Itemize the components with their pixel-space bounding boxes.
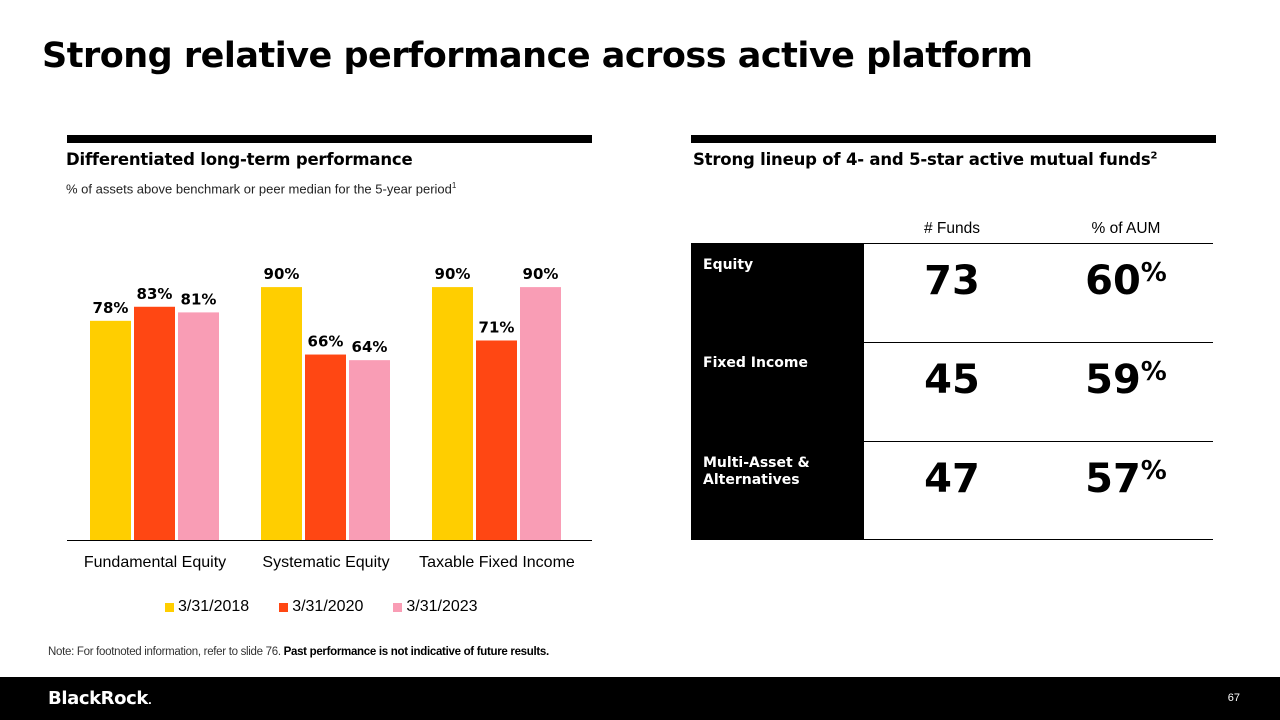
page-number: 67 — [1227, 692, 1240, 704]
bar-systematic-equity-3-31-2023 — [349, 360, 390, 540]
aum-unit-fixed-income: % — [1140, 357, 1167, 387]
left-panel-heading: Differentiated long-term performance — [66, 150, 413, 169]
aum-value-multi-asset: 57 — [1085, 456, 1141, 502]
bar-label-systematic-equity-3-31-2018: 90% — [264, 265, 300, 283]
footnote-text: Note: For footnoted information, refer t… — [48, 646, 284, 658]
right-panel-rule — [691, 135, 1216, 143]
bar-label-taxable-fixed-income-3-31-2023: 90% — [523, 265, 559, 283]
bar-systematic-equity-3-31-2018 — [261, 287, 302, 540]
table-row-multi-asset: Multi-Asset & Alternatives 47 57% — [691, 441, 1213, 540]
legend-swatch-2023 — [393, 602, 403, 612]
chart-legend: 3/31/2018 3/31/2020 3/31/2023 — [165, 598, 478, 616]
left-panel-heading-text: Differentiated long-term performance — [66, 150, 413, 169]
bar-label-fundamental-equity-3-31-2020: 83% — [137, 285, 173, 303]
legend-label-2023: 3/31/2023 — [406, 598, 478, 615]
aum-unit-equity: % — [1140, 258, 1167, 288]
row-label-equity: Equity — [691, 244, 864, 342]
legend-item-2018: 3/31/2018 — [165, 598, 249, 616]
legend-label-2020: 3/31/2020 — [292, 598, 364, 615]
bar-label-systematic-equity-3-31-2023: 64% — [352, 338, 388, 356]
row-label-multi-asset: Multi-Asset & Alternatives — [691, 442, 864, 539]
column-header-funds: # Funds — [923, 220, 980, 237]
footnote-disclaimer: Past performance is not indicative of fu… — [283, 646, 550, 658]
aum-percent-multi-asset: 57% — [1056, 456, 1196, 502]
bar-fundamental-equity-3-31-2020 — [134, 306, 175, 540]
bar-chart: 78% 83% 81% Fundamental Equity 90% 66% 64% Syst… — [67, 265, 592, 571]
category-label-taxable-fixed-income: Taxable Fixed Income — [419, 554, 575, 571]
page-title: Strong relative performance across activ… — [42, 36, 1033, 76]
chart-subtitle: % of assets above benchmark or peer medi… — [66, 181, 456, 196]
bar-taxable-fixed-income-3-31-2018 — [432, 287, 473, 540]
legend-swatch-2020 — [279, 602, 289, 612]
aum-value-equity: 60 — [1085, 258, 1141, 304]
right-panel-heading-footnote: 2 — [1150, 150, 1158, 162]
right-panel-heading: Strong lineup of 4- and 5-star active mu… — [693, 150, 1157, 169]
category-label-systematic-equity: Systematic Equity — [262, 554, 389, 571]
legend-item-2020: 3/31/2020 — [279, 598, 363, 616]
bar-taxable-fixed-income-3-31-2020 — [476, 340, 517, 540]
legend-swatch-2018 — [165, 602, 174, 612]
left-panel-rule — [67, 135, 592, 143]
funds-count-multi-asset: 47 — [924, 456, 980, 502]
bar-fundamental-equity-3-31-2023 — [178, 312, 219, 540]
legend-label-2018: 3/31/2018 — [178, 598, 250, 615]
table-row-fixed-income: Fixed Income 45 59% — [691, 342, 1213, 441]
footnote: Note: For footnoted information, refer t… — [48, 646, 549, 658]
column-header-aum: % of AUM — [1091, 220, 1161, 237]
bar-label-fundamental-equity-3-31-2023: 81% — [181, 290, 217, 308]
chart-subtitle-text: % of assets above benchmark or peer medi… — [66, 181, 452, 197]
bar-systematic-equity-3-31-2020 — [305, 354, 346, 540]
chart-subtitle-footnote: 1 — [451, 181, 457, 190]
bar-label-systematic-equity-3-31-2020: 66% — [308, 333, 344, 351]
funds-table: Equity 73 60% Fixed Income 45 59% Multi-… — [691, 243, 1213, 540]
aum-percent-fixed-income: 59% — [1056, 357, 1196, 403]
row-label-fixed-income: Fixed Income — [691, 343, 864, 441]
bar-taxable-fixed-income-3-31-2023 — [520, 287, 561, 540]
aum-unit-multi-asset: % — [1140, 456, 1167, 486]
bar-label-fundamental-equity-3-31-2018: 78% — [93, 299, 129, 317]
bar-label-taxable-fixed-income-3-31-2018: 90% — [435, 265, 471, 283]
bar-fundamental-equity-3-31-2018 — [90, 320, 131, 540]
legend-item-2023: 3/31/2023 — [393, 598, 478, 616]
footer-bar: BlackRock. 67 — [0, 677, 1280, 720]
logo-mark: . — [147, 696, 152, 707]
logo-text: BlackRock — [48, 688, 148, 709]
funds-count-equity: 73 — [924, 258, 980, 304]
blackrock-logo: BlackRock. — [48, 688, 152, 709]
aum-percent-equity: 60% — [1056, 258, 1196, 304]
bar-label-taxable-fixed-income-3-31-2020: 71% — [479, 318, 515, 336]
funds-count-fixed-income: 45 — [924, 357, 980, 403]
category-label-fundamental-equity: Fundamental Equity — [84, 554, 226, 571]
table-row-equity: Equity 73 60% — [691, 243, 1213, 342]
right-panel-heading-text: Strong lineup of 4- and 5-star active mu… — [693, 150, 1151, 169]
aum-value-fixed-income: 59 — [1085, 357, 1141, 403]
